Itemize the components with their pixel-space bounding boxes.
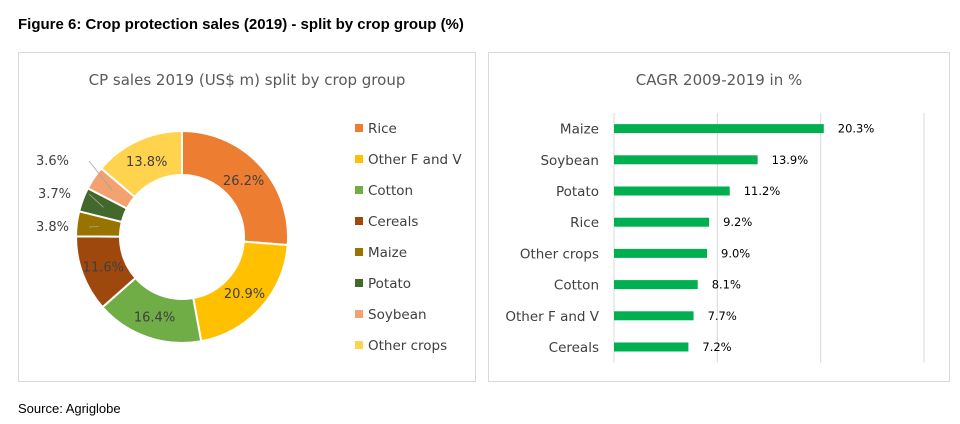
legend-entry-other-f-and-v: Other F and V xyxy=(368,152,462,168)
donut-chart: 26.2% 20.9% 16.4% 11.6% 3.8% 3.7% 3.6% 13.8% Ric… xyxy=(36,121,462,354)
bar-data-label: 7.2% xyxy=(702,340,731,354)
donut-chart-title: CP sales 2019 (US$ m) split by crop grou… xyxy=(88,71,406,89)
legend-swatch xyxy=(355,341,363,349)
legend-swatch xyxy=(355,186,363,194)
bar-data-label: 11.2% xyxy=(744,184,781,198)
donut-data-label: 3.7% xyxy=(38,187,71,202)
bar-data-label: 9.2% xyxy=(723,215,752,229)
legend-entry-cotton: Cotton xyxy=(368,183,413,199)
category-label: Other F and V xyxy=(505,309,599,325)
bar-potato xyxy=(614,186,730,196)
legend-entry-cereals: Cereals xyxy=(368,214,418,230)
category-label: Rice xyxy=(570,215,599,231)
legend-swatch xyxy=(355,279,363,287)
category-label: Cotton xyxy=(554,278,599,294)
legend-entry-other-crops: Other crops xyxy=(368,338,447,354)
donut-slice-other-crops xyxy=(99,129,183,199)
legend-swatch xyxy=(355,248,363,256)
bar-data-label: 8.1% xyxy=(712,278,741,292)
bar-maize xyxy=(614,124,824,134)
donut-data-label: 26.2% xyxy=(223,174,264,189)
donut-data-label: 20.9% xyxy=(224,287,265,302)
legend-entry-soybean: Soybean xyxy=(368,307,427,323)
bar-cereals xyxy=(614,342,689,352)
donut-data-label: 16.4% xyxy=(134,310,175,325)
legend-entry-maize: Maize xyxy=(368,245,407,261)
legend-swatch xyxy=(355,310,363,318)
bar-data-label: 9.0% xyxy=(721,246,750,260)
donut-data-label: 11.6% xyxy=(83,260,124,275)
donut-leader-line xyxy=(88,160,113,191)
category-label: Maize xyxy=(560,122,599,138)
bar-rice xyxy=(614,217,710,227)
bar-data-label: 7.7% xyxy=(708,309,737,323)
bar-chart: Maize 20.3% Soybean 13.9% Potato 11.2% Rice 9.2… xyxy=(505,113,925,363)
category-label: Other crops xyxy=(520,246,599,262)
bar-data-label: 13.9% xyxy=(772,153,809,167)
legend-swatch xyxy=(355,155,363,163)
donut-leader-line xyxy=(88,226,99,228)
bar-other-crops xyxy=(614,248,707,258)
bar-other-f-and-v xyxy=(614,311,694,321)
figure-title: Figure 6: Crop protection sales (2019) -… xyxy=(18,16,464,33)
source-note: Source: Agriglobe xyxy=(18,401,121,416)
donut-data-label: 3.8% xyxy=(36,220,69,235)
bar-cotton xyxy=(614,280,698,290)
donut-data-label: 13.8% xyxy=(126,155,167,170)
donut-data-label: 3.6% xyxy=(36,154,69,169)
category-label: Soybean xyxy=(540,153,599,169)
legend-swatch xyxy=(355,217,363,225)
bar-soybean xyxy=(614,155,758,165)
category-label: Potato xyxy=(556,184,599,200)
bar-chart-title: CAGR 2009-2019 in % xyxy=(635,71,803,89)
bar-chart-panel: CAGR 2009-2019 in % Maize 20.3% Soybean 13.… xyxy=(488,52,950,382)
legend-swatch xyxy=(355,124,363,132)
donut-leader-line xyxy=(88,193,104,208)
category-label: Cereals xyxy=(549,340,599,356)
legend-entry-rice: Rice xyxy=(368,121,397,137)
donut-slice-rice xyxy=(181,129,289,247)
donut-chart-panel: CP sales 2019 (US$ m) split by crop grou… xyxy=(18,52,476,382)
legend-entry-potato: Potato xyxy=(368,276,411,292)
bar-data-label: 20.3% xyxy=(838,122,875,136)
